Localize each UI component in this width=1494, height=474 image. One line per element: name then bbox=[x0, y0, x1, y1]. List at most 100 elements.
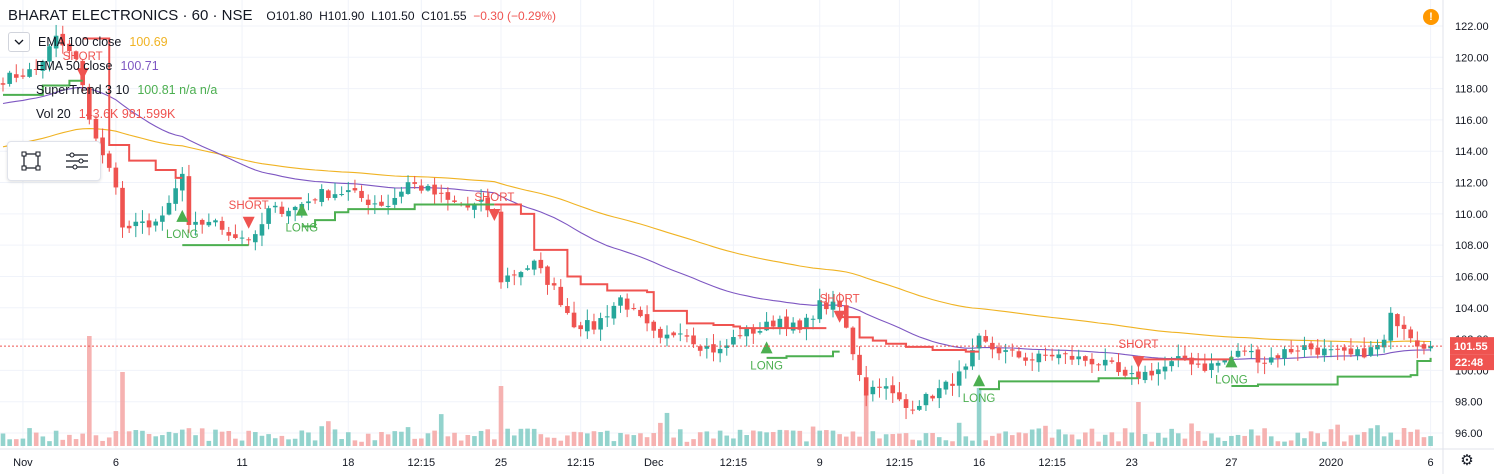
volume-bar bbox=[1262, 428, 1267, 446]
candle-body bbox=[1235, 350, 1241, 357]
candle-body bbox=[392, 197, 398, 205]
candle-body bbox=[1043, 354, 1048, 356]
candle-body bbox=[970, 350, 975, 367]
candle-body bbox=[717, 348, 723, 354]
candle-body bbox=[1415, 340, 1420, 347]
chevron-down-icon[interactable] bbox=[8, 32, 30, 52]
volume-bar bbox=[279, 435, 285, 446]
volume-bar bbox=[1361, 432, 1367, 446]
time-tick-label: 12:15 bbox=[408, 457, 436, 469]
legend-name-supertrend: SuperTrend 3 10 bbox=[36, 83, 130, 97]
legend-value-volume: 143.6K 981.599K bbox=[78, 107, 176, 121]
volume-bar bbox=[1029, 429, 1035, 446]
candle-body bbox=[1089, 358, 1095, 365]
candle-body bbox=[47, 46, 52, 62]
volume-bar bbox=[1122, 428, 1128, 446]
volume-bar bbox=[186, 428, 192, 446]
volume-bar bbox=[1142, 434, 1148, 446]
supertrend-segment bbox=[979, 377, 1139, 391]
ohlc-close: C101.55 bbox=[421, 9, 467, 23]
long-signal-arrow bbox=[760, 341, 773, 354]
candle-body bbox=[1341, 347, 1347, 351]
candle-body bbox=[1009, 349, 1015, 351]
volume-bar bbox=[558, 440, 564, 446]
volume-bar bbox=[1096, 441, 1101, 446]
volume-bar bbox=[60, 439, 66, 446]
price-tick-label: 104.00 bbox=[1455, 303, 1489, 315]
candle-body bbox=[425, 185, 431, 191]
candle-body bbox=[233, 234, 238, 238]
long-signal-label: LONG bbox=[286, 223, 319, 235]
volume-bar bbox=[405, 427, 411, 446]
legend-row-ema100[interactable]: EMA 100 close 100.69 bbox=[8, 30, 217, 54]
volume-bar bbox=[1076, 439, 1081, 446]
volume-bar bbox=[1189, 423, 1194, 446]
candle-body bbox=[1116, 362, 1121, 373]
legend-name-ema50: EMA 50 close bbox=[36, 59, 113, 73]
volume-bar bbox=[365, 433, 371, 446]
volume-bar bbox=[1129, 432, 1135, 446]
volume-bar bbox=[319, 426, 325, 446]
object-tree-icon[interactable] bbox=[8, 142, 54, 180]
volume-bar bbox=[923, 433, 929, 446]
volume-bar bbox=[737, 429, 743, 446]
list-icon[interactable] bbox=[54, 142, 100, 180]
candle-body bbox=[777, 318, 783, 329]
price-tick-label: 96.00 bbox=[1455, 428, 1483, 440]
volume-bar bbox=[219, 431, 225, 446]
volume-bar bbox=[93, 435, 99, 446]
symbol-title[interactable]: BHARAT ELECTRONICS · 60 · NSE bbox=[8, 7, 253, 24]
gear-icon[interactable]: ⚙ bbox=[1460, 452, 1474, 469]
volume-bar bbox=[777, 429, 783, 446]
volume-bar bbox=[1016, 432, 1022, 446]
legend-row-supertrend[interactable]: SuperTrend 3 10 100.81 n/a n/a bbox=[8, 78, 217, 102]
candle-body bbox=[963, 366, 969, 370]
volume-bar bbox=[764, 432, 769, 446]
volume-bar bbox=[883, 434, 889, 446]
candle-body bbox=[518, 272, 524, 278]
time-axis: Nov 6 11 18 12:15 25 12:15 Dec 12:15 9 12:15 16 12:1… bbox=[13, 457, 1434, 469]
candle-body bbox=[326, 190, 331, 198]
candle-body bbox=[684, 335, 690, 337]
candle-body bbox=[219, 220, 225, 230]
candle-body bbox=[0, 83, 6, 85]
volume-bar bbox=[53, 430, 59, 446]
legend-row-volume[interactable]: Vol 20 143.6K 981.599K bbox=[8, 102, 217, 126]
volume-bar bbox=[511, 435, 517, 446]
volume-bar bbox=[299, 430, 305, 446]
candle-body bbox=[578, 325, 583, 330]
candle-body bbox=[226, 232, 232, 236]
volume-bar bbox=[518, 428, 524, 446]
long-signal-label: LONG bbox=[166, 229, 199, 241]
candle-body bbox=[246, 239, 251, 241]
indicator-legend: EMA 100 close 100.69 EMA 50 close 100.71… bbox=[8, 30, 217, 126]
short-signal-label: SHORT bbox=[229, 200, 269, 212]
volume-bar bbox=[179, 429, 185, 446]
volume-bar bbox=[784, 430, 789, 446]
candle-body bbox=[897, 392, 902, 400]
warning-icon[interactable]: ! bbox=[1423, 9, 1439, 25]
volume-bar bbox=[790, 430, 796, 446]
volume-bar bbox=[306, 432, 311, 446]
volume-bar bbox=[1235, 434, 1241, 446]
candle-body bbox=[585, 320, 590, 332]
candle-body bbox=[113, 167, 119, 188]
supertrend-segment bbox=[766, 350, 840, 359]
candle-body bbox=[1408, 329, 1413, 339]
candle-body bbox=[757, 331, 763, 333]
legend-row-ema50[interactable]: EMA 50 close 100.71 bbox=[8, 54, 217, 78]
candle-body bbox=[797, 320, 803, 330]
volume-bar bbox=[611, 441, 617, 446]
volume-bar bbox=[1355, 434, 1360, 446]
volume-bar bbox=[963, 436, 969, 446]
short-signal-arrow bbox=[488, 208, 501, 221]
volume-bar bbox=[624, 434, 630, 446]
countdown-badge bbox=[1450, 354, 1494, 371]
volume-bar bbox=[1149, 441, 1155, 446]
candle-body bbox=[850, 327, 856, 355]
volume-bar bbox=[631, 435, 637, 446]
volume-bar bbox=[1408, 431, 1413, 446]
grid bbox=[0, 0, 1443, 448]
candle-body bbox=[1096, 364, 1101, 366]
